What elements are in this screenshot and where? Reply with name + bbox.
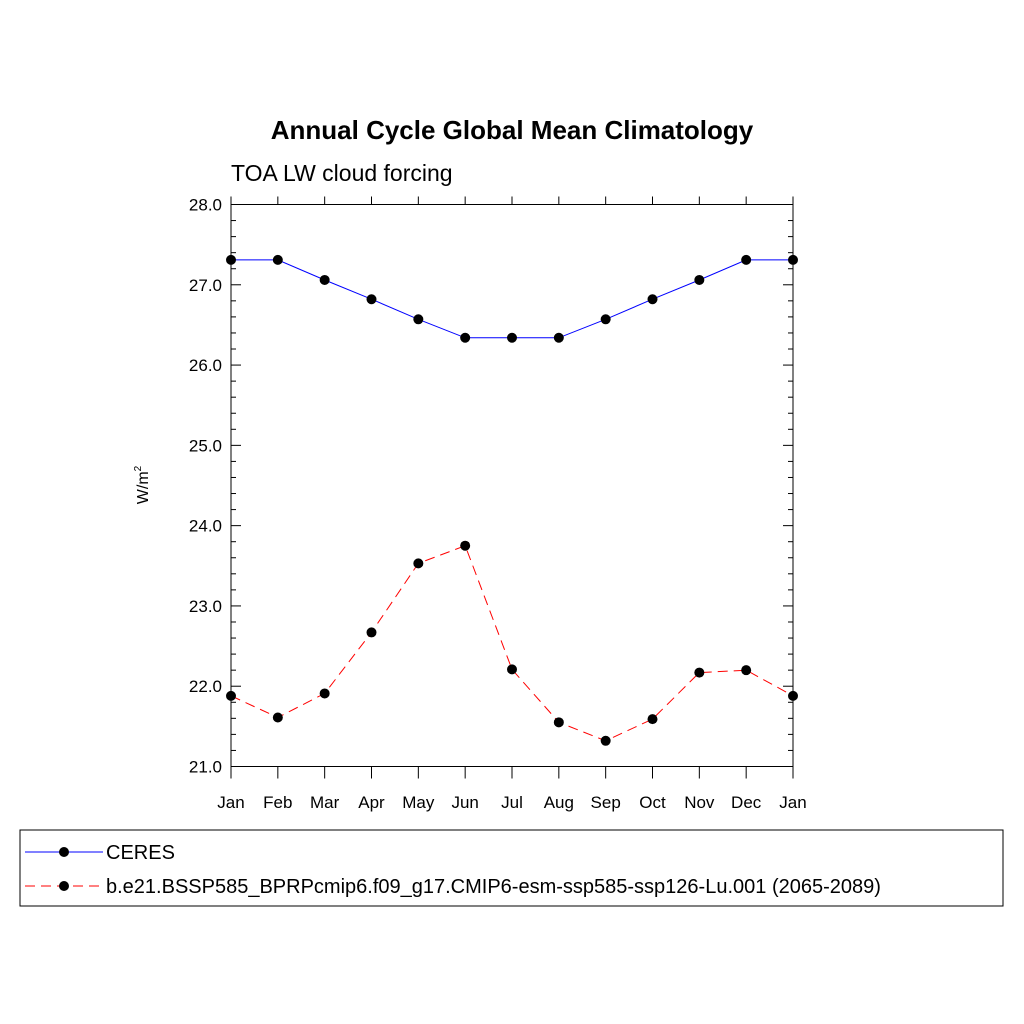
x-tick-label: Aug — [544, 793, 574, 812]
series-0-point — [553, 332, 564, 343]
series-0-point — [272, 254, 283, 265]
y-tick-label: 23.0 — [189, 597, 222, 616]
y-tick-label: 27.0 — [189, 276, 222, 295]
y-axis-label: W/m2 — [133, 465, 152, 504]
x-tick-label: Jan — [217, 793, 244, 812]
series-1-point — [460, 540, 471, 551]
y-axis-label-superscript: 2 — [133, 465, 144, 471]
series-1-point — [319, 688, 330, 699]
series-layer — [226, 254, 798, 746]
x-tick-label: Mar — [310, 793, 340, 812]
legend-label-model: b.e21.BSSP585_BPRPcmip6.f09_g17.CMIP6-es… — [106, 876, 881, 898]
series-0-point — [788, 254, 798, 265]
x-tick-label: Jun — [451, 793, 478, 812]
x-tick-labels: Jan Feb Mar Apr May Jun Jul Aug Sep Oct Nov Dec Jan — [217, 793, 806, 812]
x-tick-label: Nov — [684, 793, 715, 812]
x-tick-label: Apr — [358, 793, 385, 812]
series-0-point — [741, 254, 752, 265]
series-0-point — [460, 332, 471, 343]
x-tick-label: Jul — [501, 793, 523, 812]
series-1-point — [741, 665, 752, 676]
plot-frame — [230, 204, 794, 767]
x-tick-label: Feb — [263, 793, 292, 812]
axis-ticks — [230, 196, 794, 779]
series-1-point — [366, 627, 377, 638]
y-tick-label: 22.0 — [189, 677, 222, 696]
series-line-0 — [231, 259, 793, 339]
chart-title: Annual Cycle Global Mean Climatology — [271, 115, 754, 145]
series-0-point — [600, 314, 611, 325]
series-0-point — [319, 274, 330, 285]
x-tick-label: Sep — [591, 793, 621, 812]
x-tick-label: Jan — [779, 793, 806, 812]
series-0-point — [413, 314, 424, 325]
series-0-point — [647, 294, 658, 305]
x-tick-label: Dec — [731, 793, 762, 812]
series-line-1 — [230, 545, 794, 742]
series-0-point — [226, 254, 236, 265]
series-1-point — [788, 690, 798, 701]
y-tick-label: 28.0 — [189, 196, 222, 215]
x-tick-label: May — [402, 793, 435, 812]
legend-label-ceres: CERES — [106, 842, 175, 864]
series-1-point — [507, 664, 517, 675]
legend-marker-ceres — [59, 847, 69, 857]
legend-marker-model — [59, 881, 69, 891]
series-1-point — [272, 712, 283, 723]
y-axis-label-text: W/m — [135, 471, 152, 504]
y-tick-labels: 21.0 22.0 23.0 24.0 25.0 26.0 27.0 28.0 — [189, 196, 222, 777]
series-1-point — [553, 717, 564, 728]
series-0-point — [507, 332, 517, 343]
series-0-point — [366, 294, 377, 305]
y-tick-label: 25.0 — [189, 436, 222, 455]
series-0-point — [694, 274, 705, 285]
series-1-point — [694, 667, 705, 678]
legend: CERES b.e21.BSSP585_BPRPcmip6.f09_g17.CM… — [25, 842, 881, 898]
series-1-point — [600, 735, 611, 746]
series-1-point — [413, 558, 424, 569]
y-tick-label: 26.0 — [189, 356, 222, 375]
x-tick-label: Oct — [639, 793, 666, 812]
chart-subtitle: TOA LW cloud forcing — [231, 160, 453, 186]
series-1-point — [226, 690, 236, 701]
y-tick-label: 21.0 — [189, 758, 222, 777]
legend-box — [19, 829, 1004, 907]
y-tick-label: 24.0 — [189, 517, 222, 536]
series-1-point — [647, 714, 658, 725]
